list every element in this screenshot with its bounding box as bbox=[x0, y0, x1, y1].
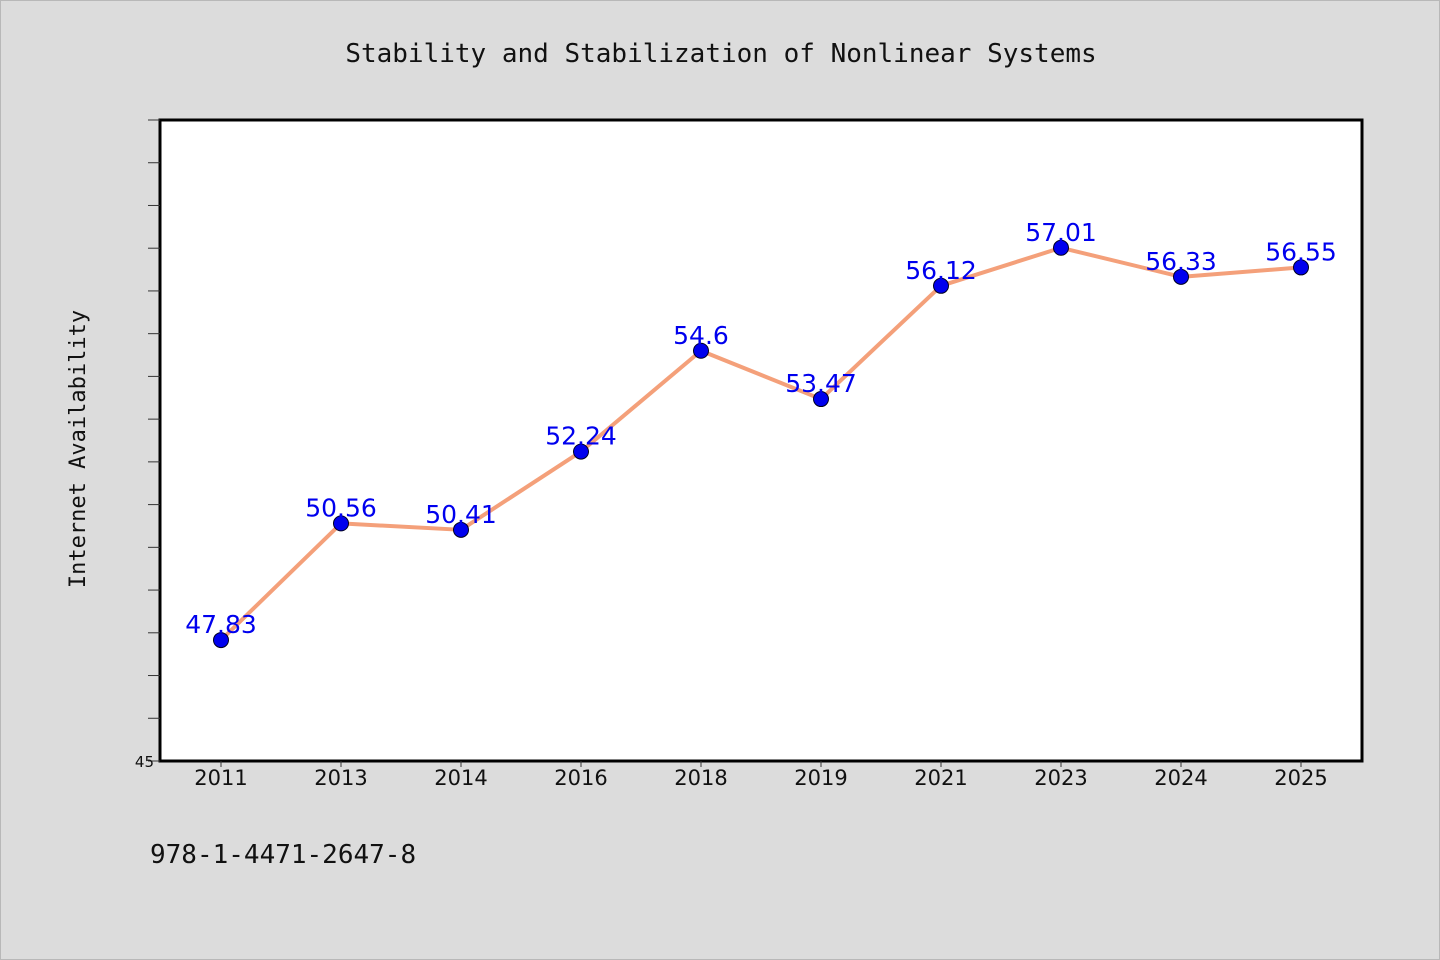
isbn-text: 978-1-4471-2647-8 bbox=[150, 840, 416, 870]
data-label: 56.55 bbox=[1265, 237, 1337, 266]
data-point-marker bbox=[1293, 259, 1309, 276]
chart-title: Stability and Stabilization of Nonlinear… bbox=[345, 39, 1096, 69]
data-label: 50.56 bbox=[305, 493, 377, 522]
plot-area bbox=[158, 118, 1364, 763]
data-point-marker bbox=[573, 443, 589, 460]
data-point-marker bbox=[1173, 268, 1189, 285]
data-point-marker bbox=[453, 521, 469, 538]
data-markers bbox=[213, 239, 1309, 649]
x-tick-label: 2025 bbox=[1274, 766, 1327, 790]
x-tick-label: 2021 bbox=[914, 766, 967, 790]
y-tick-label: 45 bbox=[135, 753, 154, 771]
series-line-group bbox=[219, 245, 1303, 643]
data-label: 54.6 bbox=[673, 321, 729, 350]
x-tick-label: 2016 bbox=[554, 766, 607, 790]
data-label: 47.83 bbox=[185, 610, 257, 639]
data-point-marker bbox=[693, 342, 709, 359]
x-tick-label: 2019 bbox=[794, 766, 847, 790]
data-point-marker bbox=[213, 632, 229, 649]
x-tick-label: 2011 bbox=[194, 766, 247, 790]
data-label: 57.01 bbox=[1025, 218, 1097, 247]
x-axis-ticks: 2011 2013 2014 2016 2018 2019 2021 2023 2024 2025 bbox=[194, 761, 1328, 790]
series-line bbox=[219, 245, 1303, 643]
x-tick-label: 2018 bbox=[674, 766, 727, 790]
data-point-marker bbox=[333, 515, 349, 532]
y-axis-label: Internet Availability bbox=[66, 310, 91, 588]
x-tick-label: 2014 bbox=[434, 766, 487, 790]
x-tick-label: 2024 bbox=[1154, 766, 1207, 790]
x-tick-label: 2013 bbox=[314, 766, 367, 790]
data-label: 56.33 bbox=[1145, 247, 1217, 276]
data-label: 56.12 bbox=[905, 256, 977, 285]
data-point-marker bbox=[813, 391, 829, 408]
data-point-marker bbox=[933, 277, 949, 294]
data-label: 52.24 bbox=[545, 422, 617, 451]
data-labels: 47.83 50.56 50.41 52.24 54.6 53.47 56.12 57.01 5… bbox=[185, 218, 1337, 639]
data-point-marker bbox=[1053, 239, 1069, 256]
data-label: 53.47 bbox=[785, 369, 857, 398]
y-axis-ticks: 45 bbox=[135, 119, 160, 771]
data-label: 50.41 bbox=[425, 500, 497, 529]
x-tick-label: 2023 bbox=[1034, 766, 1087, 790]
